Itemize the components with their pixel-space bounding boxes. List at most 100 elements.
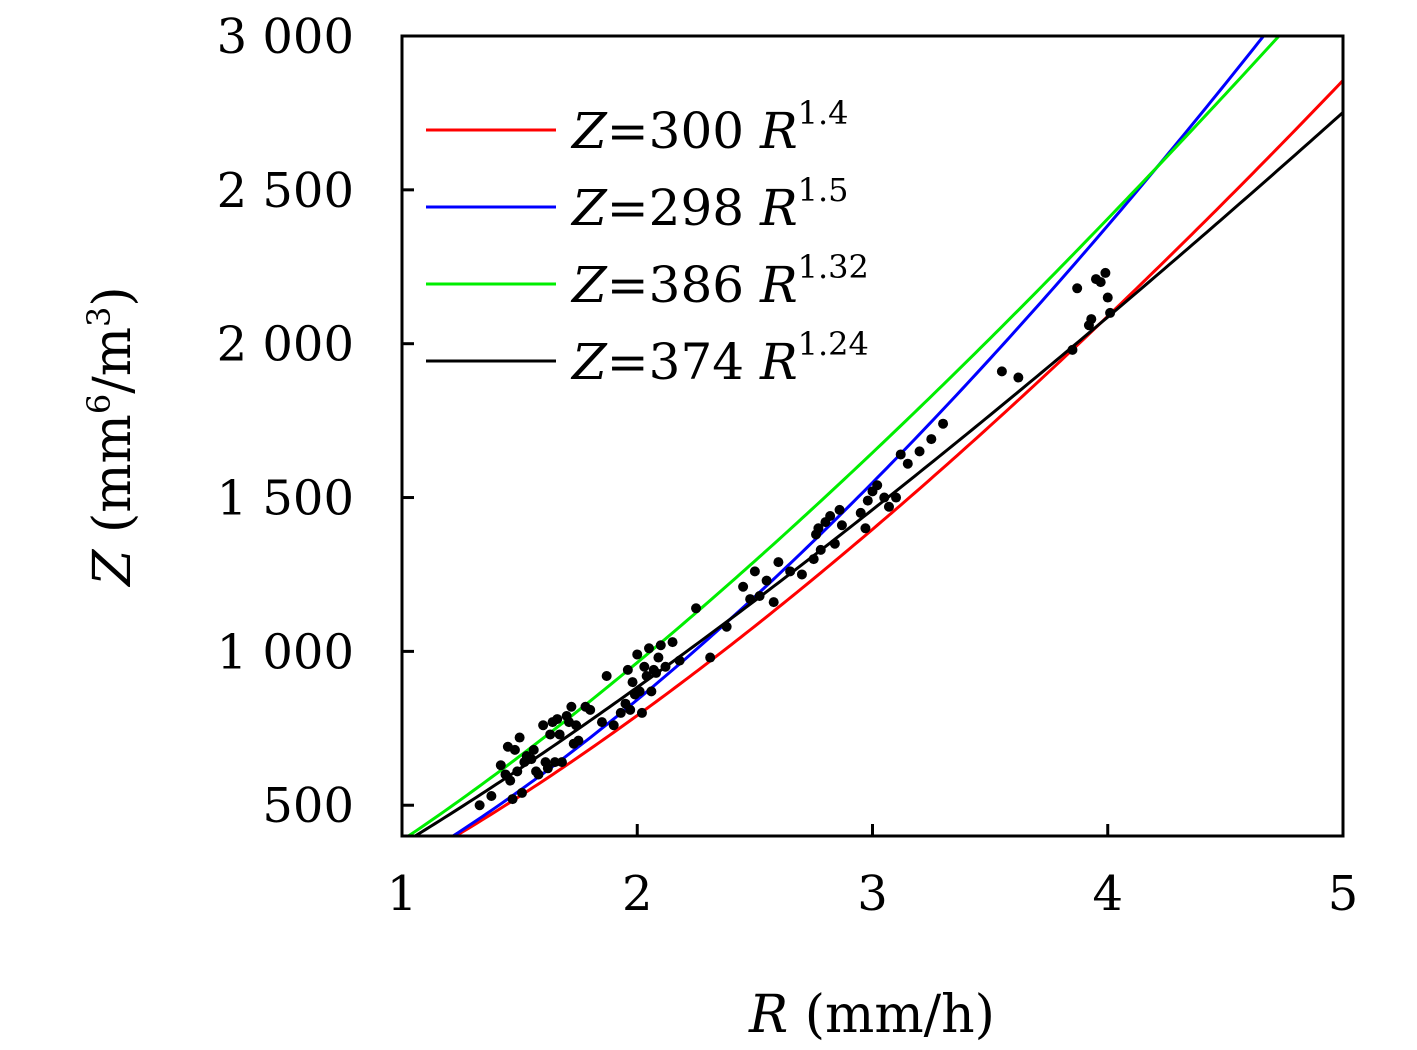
data-point [615,707,626,718]
data-point [507,794,518,805]
data-point [549,757,560,768]
data-point [653,652,664,663]
data-point [674,655,685,666]
x-tick-label: 5 [1328,866,1359,922]
data-point [926,434,937,445]
data-point [573,735,584,746]
data-point [883,501,894,512]
data-point [879,492,890,503]
data-point [829,538,840,549]
data-point [667,637,678,648]
data-point [512,766,523,777]
fit-curve-3 [405,36,1281,836]
data-point [533,769,544,780]
data-point [571,720,582,731]
data-point [855,507,866,518]
data-point [914,446,925,457]
legend-label-2: Z=298 R1.5 [570,171,849,237]
data-points [474,267,1116,811]
data-point [836,520,847,531]
data-point [601,671,612,681]
data-point [938,418,949,429]
data-point [721,621,732,632]
x-axis: 1 2 3 4 5 [387,824,1359,922]
data-point [545,729,556,740]
data-point [895,449,906,460]
plot-frame [400,34,1345,838]
legend: Z=300 R1.4 Z=298 R1.5 Z=386 R1.32 Z=374 R1.… [426,94,869,391]
data-point [768,597,779,608]
x-axis-label: R (mm/h) [748,985,995,1045]
data-point [745,594,756,605]
y-axis-label: Z (mm6/m3) [80,286,143,587]
data-point [785,566,796,577]
data-point [655,640,666,651]
data-point [996,366,1007,377]
data-point [808,554,819,565]
data-point [627,677,638,688]
data-point [891,492,902,503]
y-tick-label: 3 000 [217,9,354,65]
data-point [1102,292,1113,303]
y-tick-label: 1 500 [217,471,354,527]
fit-curve-4 [412,111,1343,836]
data-point [862,495,873,506]
data-point [625,704,636,715]
data-point [872,480,883,491]
data-point [651,667,662,678]
data-point [646,686,657,697]
data-point [639,661,650,672]
legend-label-1: Z=300 R1.4 [570,94,849,160]
data-point [636,707,647,718]
data-point [528,744,539,755]
data-point [691,603,702,614]
data-point [705,652,716,663]
data-point [1100,267,1111,278]
data-point [556,757,567,768]
legend-label-4: Z=374 R1.24 [570,325,869,391]
data-point [796,569,807,580]
y-tick-label: 500 [262,778,354,834]
data-point [596,717,607,728]
data-point [761,575,772,586]
data-point [1095,277,1106,288]
data-point [509,744,520,755]
data-point [634,686,645,697]
data-point [641,671,652,681]
y-axis: 500 1 000 1 500 2 000 2 500 3 000 [217,9,414,834]
data-point [486,791,497,801]
data-point [738,581,749,592]
data-point [554,729,565,740]
x-tick-label: 3 [857,866,888,922]
data-point [1072,283,1083,294]
data-point [538,720,549,731]
data-point [749,566,760,577]
x-tick-label: 2 [622,866,653,922]
y-tick-label: 2 500 [217,163,354,219]
data-point [1067,344,1078,355]
data-point [526,754,537,765]
data-point [902,458,913,469]
y-tick-label: 1 000 [217,624,354,680]
data-point [660,661,671,672]
data-point [815,544,826,555]
data-point [516,787,527,798]
legend-label-3: Z=386 R1.32 [570,248,869,314]
data-point [773,557,784,568]
data-point [860,523,871,534]
data-point [825,511,836,521]
y-tick-label: 2 000 [217,317,354,373]
data-point [834,504,845,515]
data-point [622,664,633,675]
data-point [1105,307,1116,318]
x-tick-label: 4 [1092,866,1123,922]
data-point [542,763,553,774]
data-point [1086,314,1097,325]
data-point [754,591,765,601]
data-point [495,760,506,771]
data-point [1013,372,1024,383]
data-point [608,720,619,731]
fit-curve-1 [452,79,1343,836]
data-point [632,649,643,660]
